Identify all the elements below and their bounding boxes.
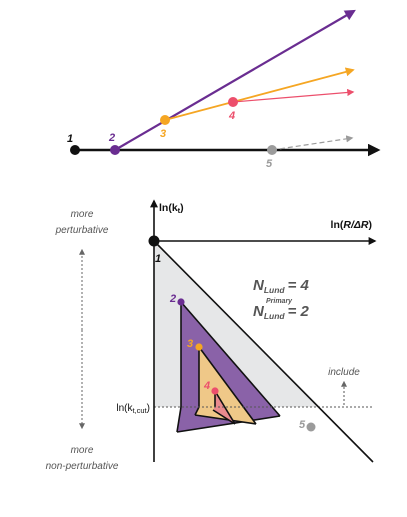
x-axis-label-var: R/ΔR bbox=[343, 219, 369, 231]
kt-cut-label-close: ) bbox=[147, 403, 150, 414]
n-lund-symbol: N bbox=[253, 277, 265, 294]
lund-emission-2-dot bbox=[177, 298, 185, 306]
node-4-dot bbox=[228, 97, 238, 107]
n-primary-subscript: Lund bbox=[264, 311, 286, 321]
y-axis-label-main: ln(k bbox=[159, 202, 178, 214]
pink-leaf-diagonal-edge bbox=[214, 390, 236, 425]
origin-node-label: 1 bbox=[155, 253, 161, 265]
n-primary-symbol: N bbox=[253, 303, 265, 320]
lund-emission-2-label: 2 bbox=[169, 293, 176, 305]
lund-emission-5-label: 5 bbox=[299, 419, 306, 431]
orange-lund-leaf bbox=[195, 347, 256, 424]
node-3-label: 3 bbox=[160, 128, 166, 140]
node-4-label: 4 bbox=[228, 110, 235, 122]
more-nonperturbative-line1: more bbox=[71, 445, 94, 456]
emission-tree: 1 2 3 4 5 bbox=[67, 9, 381, 170]
n-primary-value: = 2 bbox=[288, 303, 310, 320]
n-primary-superscript: Primary bbox=[266, 298, 293, 305]
more-nonperturbative-line2: non-perturbative bbox=[46, 461, 119, 472]
more-perturbative-line1: more bbox=[71, 209, 94, 220]
orange-leaf-bottom-left-edge bbox=[194, 406, 200, 416]
n-lund-subscript: Lund bbox=[264, 285, 286, 295]
lund-emission-4-label: 4 bbox=[203, 380, 210, 392]
purple-leaf-bottom-edge bbox=[176, 415, 281, 433]
y-axis-label-sub: t bbox=[178, 206, 181, 215]
lund-emission-3-dot bbox=[195, 343, 203, 351]
lund-emission-4-dot bbox=[211, 387, 219, 395]
node-2-dot bbox=[110, 145, 120, 155]
kt-cut-label: ln(kt,cut) bbox=[116, 403, 150, 415]
node-5-dot bbox=[267, 145, 277, 155]
include-label: include bbox=[328, 367, 360, 378]
purple-leaf-bottom-left-edge bbox=[176, 406, 182, 433]
x-axis-label-open: ln( bbox=[331, 219, 344, 231]
kt-cut-label-main: ln(k bbox=[116, 403, 133, 414]
orange-branch-line bbox=[164, 67, 355, 121]
node-3-dot bbox=[160, 115, 170, 125]
origin-node-dot bbox=[148, 235, 160, 247]
pink-leaf-bottom-edge bbox=[212, 409, 236, 425]
lund-emission-3-label: 3 bbox=[187, 338, 193, 350]
n-lund-count: NLund = 4 bbox=[253, 277, 310, 295]
n-primary-count: NLund = 2 bbox=[253, 303, 310, 321]
lund-plane: more perturbative more non-perturbative bbox=[46, 199, 377, 472]
node-2-label: 2 bbox=[108, 132, 115, 144]
lund-emission-5-dot bbox=[306, 422, 316, 432]
x-axis-label-close: ) bbox=[369, 219, 373, 231]
orange-leaf-diagonal-edge bbox=[198, 346, 257, 425]
purple-leaf-diagonal-edge bbox=[180, 301, 281, 417]
kinematic-boundary-line bbox=[153, 240, 374, 463]
y-axis-label: ln(kt) bbox=[159, 202, 184, 215]
kt-cut-label-sub: t,cut bbox=[132, 406, 147, 415]
gray-dashed-branch-line bbox=[271, 135, 354, 151]
node-5-label: 5 bbox=[266, 158, 273, 170]
y-axis-label-close: ) bbox=[180, 202, 184, 214]
node-1-label: 1 bbox=[67, 133, 73, 145]
n-lund-value: = 4 bbox=[288, 277, 310, 294]
more-perturbative-line2: perturbative bbox=[55, 225, 109, 236]
purple-branch-line bbox=[114, 9, 356, 151]
orange-leaf-bottom-edge bbox=[194, 414, 257, 425]
node-1-dot bbox=[70, 145, 80, 155]
pink-branch-line bbox=[232, 88, 355, 103]
x-axis-label: ln(R/ΔR) bbox=[331, 219, 372, 231]
